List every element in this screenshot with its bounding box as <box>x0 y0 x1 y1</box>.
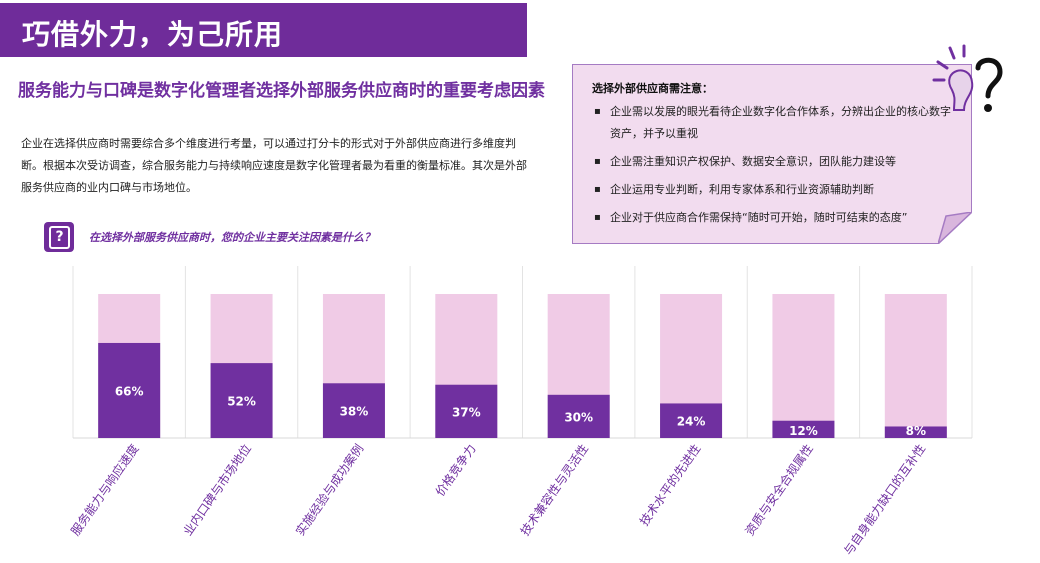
bar <box>98 342 161 438</box>
survey-question: 在选择外部服务供应商时，您的企业主要关注因素是什么？ <box>89 231 375 244</box>
data-label: 38% <box>340 405 369 419</box>
category-label: 技术兼容性与灵活性 <box>517 441 591 538</box>
data-label: 37% <box>452 405 481 419</box>
category-label: 技术水平的先进性 <box>636 441 703 528</box>
title-banner: 巧借外力，为己所用 <box>0 3 527 57</box>
category-label: 服务能力与响应速度 <box>67 441 141 538</box>
data-label: 24% <box>677 415 706 429</box>
bar <box>884 426 947 438</box>
data-label: 52% <box>227 395 256 409</box>
data-label: 12% <box>789 424 818 438</box>
data-label: 66% <box>115 384 144 398</box>
note-item: 企业需注重知识产权保护、数据安全意识，团队能力建设等 <box>592 151 952 173</box>
note-item: 企业需以发展的眼光看待企业数字化合作体系，分辨出企业的核心数字资产，并予以重视 <box>592 101 952 145</box>
page-title: 巧借外力，为己所用 <box>22 18 284 51</box>
section-heading: 服务能力与口碑是数字化管理者选择外部服务供应商时的重要考虑因素 <box>18 81 545 101</box>
data-label: 8% <box>906 424 926 438</box>
note-list: 企业需以发展的眼光看待企业数字化合作体系，分辨出企业的核心数字资产，并予以重视 … <box>592 101 952 235</box>
category-label: 资质与安全合规属性 <box>742 441 816 538</box>
bar <box>547 394 610 438</box>
bar <box>435 384 498 438</box>
category-label: 业内口碑与市场地位 <box>180 441 254 538</box>
bar-track <box>772 294 835 438</box>
question-mark-icon: ? <box>44 222 74 252</box>
bar <box>660 403 723 438</box>
category-label: 与自身能力缺口的互补性 <box>840 441 928 558</box>
note-title: 选择外部供应商需注意： <box>592 82 713 95</box>
category-label: 价格竞争力 <box>432 441 479 499</box>
bar-track <box>884 294 947 438</box>
bar <box>772 420 835 438</box>
lightbulb-question-icon <box>932 44 1003 112</box>
category-label: 实施经验与成功案例 <box>292 441 366 538</box>
bar <box>322 383 385 438</box>
note-item: 企业对于供应商合作需保持“随时可开始，随时可结束的态度” <box>592 207 952 229</box>
intro-paragraph: 企业在选择供应商时需要综合多个维度进行考量，可以通过打分卡的形式对于外部供应商进… <box>21 137 527 194</box>
bar <box>210 363 273 438</box>
data-label: 30% <box>564 410 593 424</box>
note-item: 企业运用专业判断，利用专家体系和行业资源辅助判断 <box>592 179 952 201</box>
